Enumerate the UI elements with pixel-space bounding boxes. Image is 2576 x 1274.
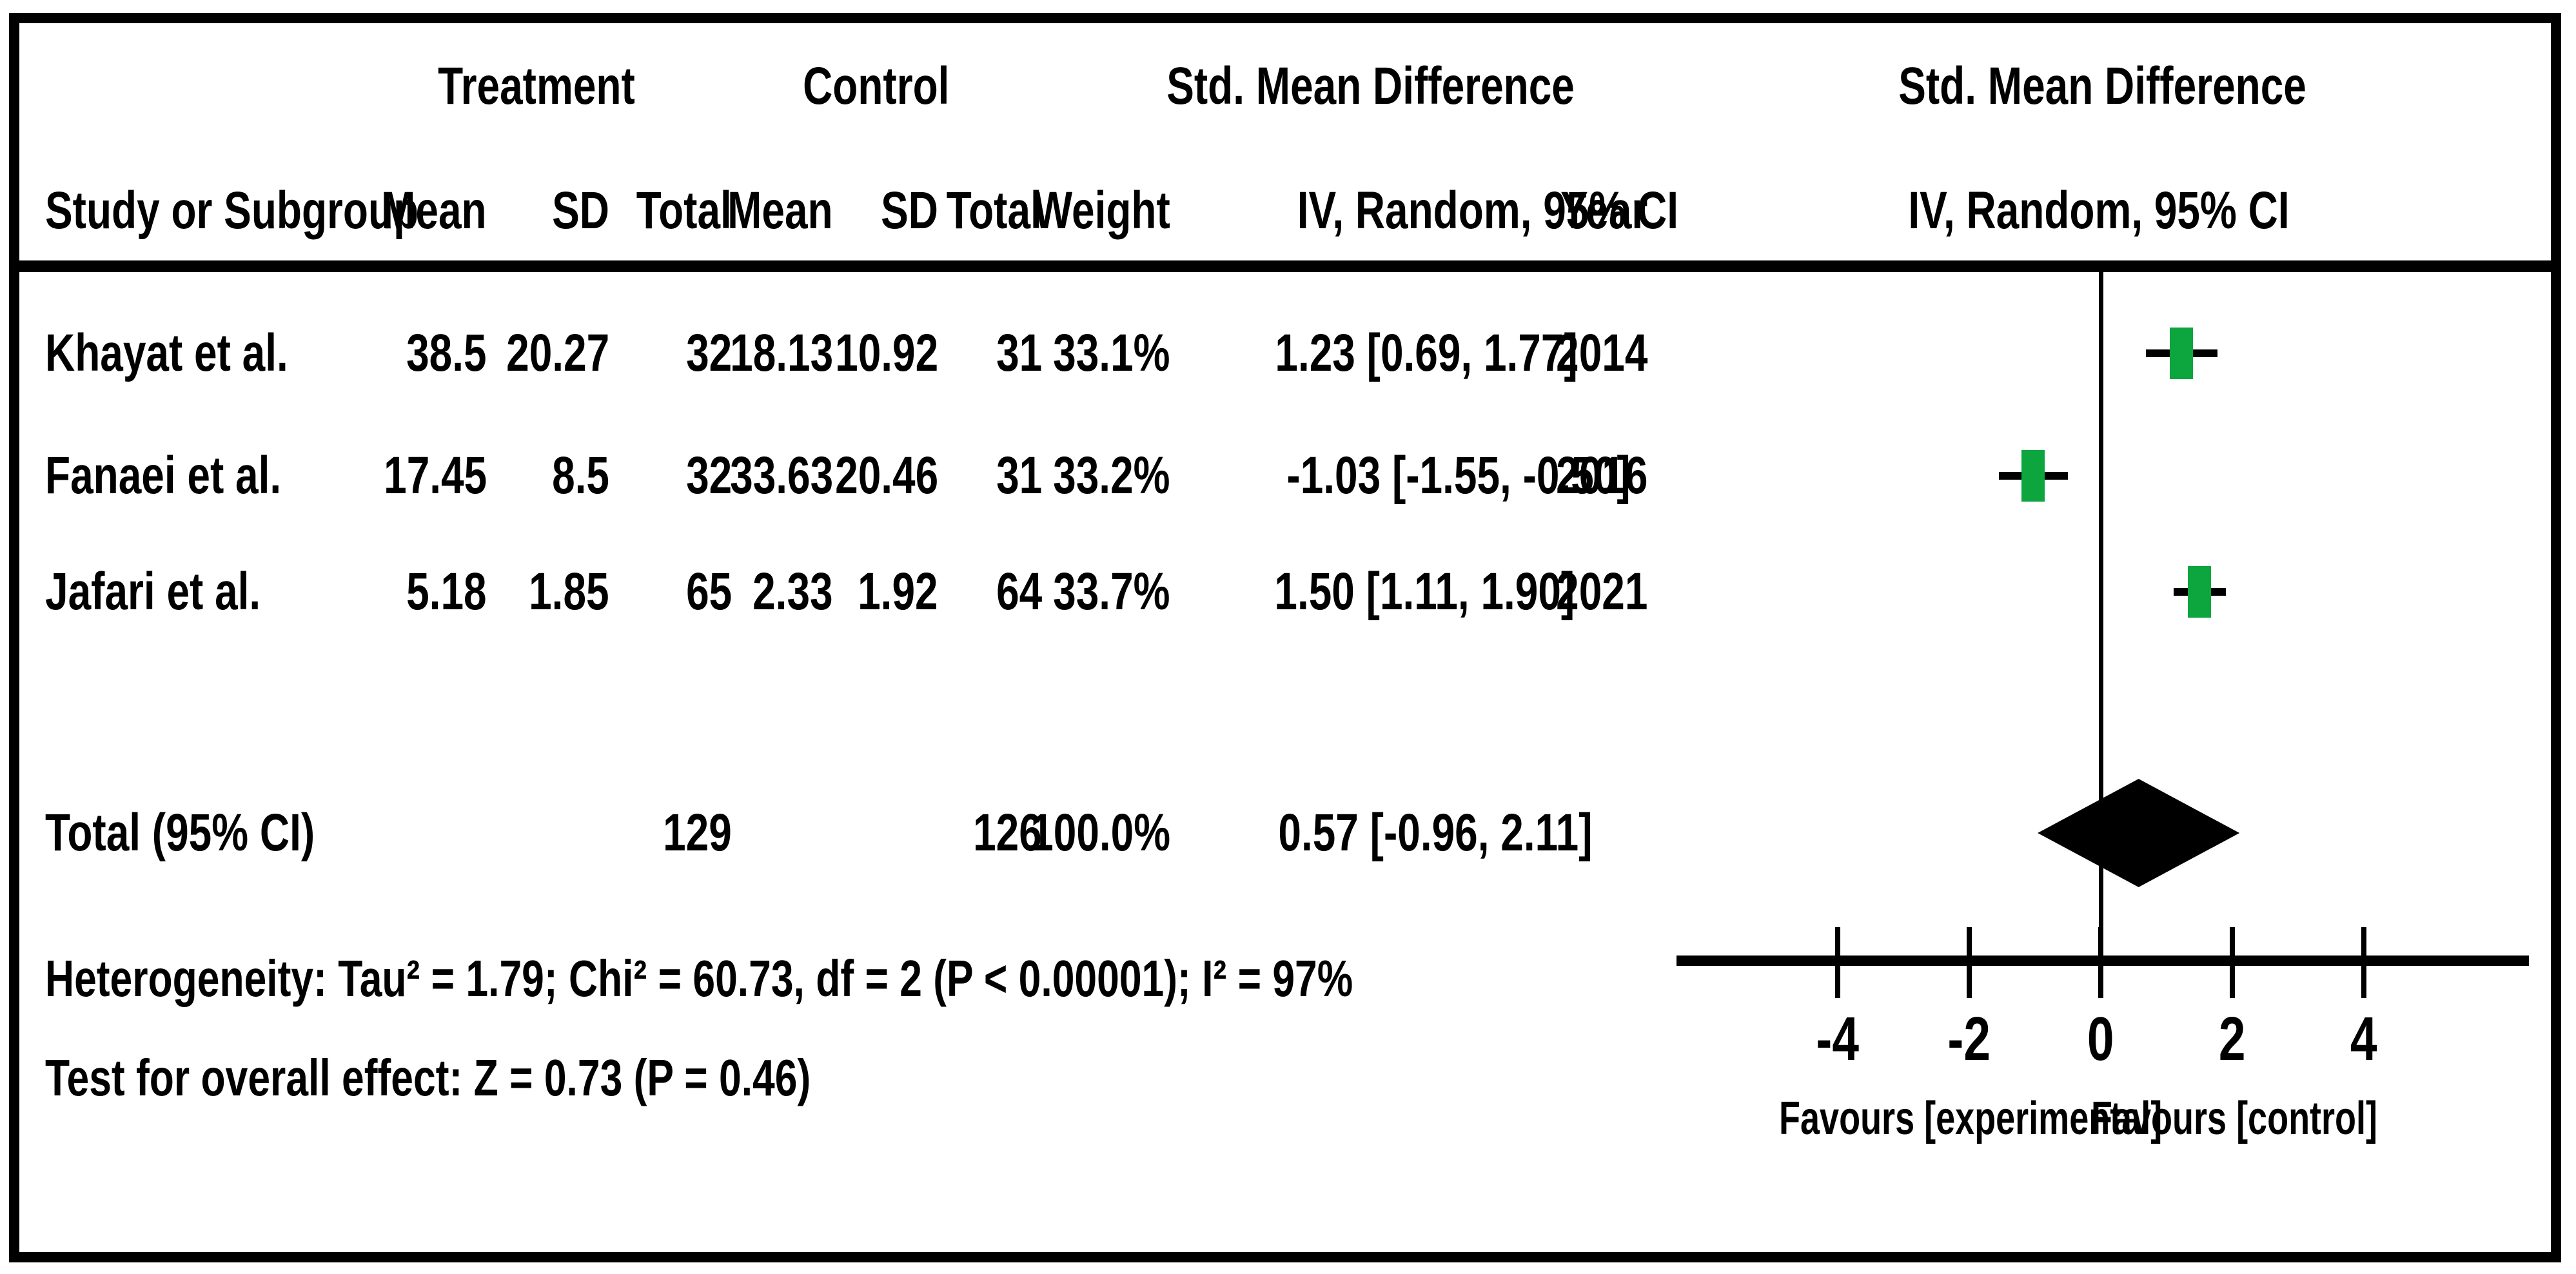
weight-header: Weight [1033,181,1170,240]
axis-tick [2098,927,2103,998]
axis-tick-label: 2 [2219,1004,2246,1073]
total-weight: 100.0% [1030,803,1170,862]
year-value: 2014 [1555,324,1647,382]
weight-value: 33.2% [1053,446,1170,505]
total-ci-value: 0.57 [-0.96, 2.11] [1278,803,1593,862]
axis-tick-label: 4 [2350,1004,2377,1073]
weight-value: 33.7% [1053,562,1170,621]
smd-column-group-header: Std. Mean Difference [1166,57,1575,115]
control-mean: 18.13 [729,324,833,382]
header-divider-line [9,260,2561,272]
control-mean-header: Mean [727,181,833,240]
treatment-total: 32 [685,324,732,382]
control-sd-header: SD [881,181,938,240]
control-total: 64 [996,562,1042,621]
favours-experimental-label: Favours [experimental] [1779,1093,2163,1144]
study-row: Jafari et al. 5.18 1.85 65 2.33 1.92 64 … [0,556,2576,627]
control-mean: 33.63 [729,446,833,505]
weight-value: 33.1% [1053,324,1170,382]
control-mean: 2.33 [752,562,833,621]
axis-tick [2361,927,2366,998]
effect-marker [2170,328,2194,379]
study-row: Khayat et al. 38.5 20.27 32 18.13 10.92 … [0,318,2576,389]
year-value: 2016 [1555,446,1647,505]
year-value: 2021 [1555,562,1647,621]
control-group-header: Control [803,57,950,115]
smd-plot-group-header: Std. Mean Difference [1898,57,2306,115]
ci-column-header: IV, Random, 95% CI [1297,181,1678,240]
study-column-header: Study or Subgroup [45,181,419,240]
treatment-sd-header: SD [552,181,609,240]
treatment-total: 65 [685,562,732,621]
axis-tick-label: -2 [1947,1004,1991,1073]
total-row: Total (95% CI) 129 126 100.0% 0.57 [-0.9… [0,798,2576,868]
axis-tick [2230,927,2235,998]
control-total-header: Total [946,181,1042,240]
treatment-mean: 5.18 [406,562,487,621]
control-sd: 1.92 [858,562,938,621]
control-sd: 20.46 [834,446,938,505]
ci-value: -1.03 [-1.55, -0.50] [1286,446,1631,505]
ci-value: 1.23 [0.69, 1.77] [1275,324,1578,382]
ci-value: 1.50 [1.11, 1.90] [1274,562,1575,621]
study-name: Khayat et al. [45,324,288,382]
treatment-sd: 1.85 [529,562,609,621]
treatment-total-header: Total [636,181,732,240]
control-total: 31 [996,324,1042,382]
control-sd: 10.92 [834,324,938,382]
year-header: Year [1560,181,1647,240]
column-header-row: Study or Subgroup Mean SD Total Mean SD … [0,175,2576,246]
study-name: Jafari et al. [45,562,261,621]
treatment-sd: 8.5 [552,446,609,505]
overall-effect-stats: Test for overall effect: Z = 0.73 (P = 0… [45,1049,811,1106]
study-row: Fanaei et al. 17.45 8.5 32 33.63 20.46 3… [0,440,2576,511]
study-name: Fanaei et al. [45,446,282,505]
control-total: 31 [996,446,1042,505]
total-control-n: 126 [973,803,1042,862]
heterogeneity-stats: Heterogeneity: Tau² = 1.79; Chi² = 60.73… [45,950,1353,1007]
axis-tick [1835,927,1840,998]
effect-marker [2188,566,2211,618]
ci-plot-header: IV, Random, 95% CI [1908,181,2290,240]
favours-control-label: Favours [control] [2090,1093,2378,1144]
treatment-sd: 20.27 [506,324,609,382]
treatment-group-header: Treatment [438,57,635,115]
axis-tick-label: -4 [1816,1004,1860,1073]
total-label: Total (95% CI) [45,803,315,862]
effect-marker [2021,450,2045,502]
axis-tick [1967,927,1972,998]
treatment-mean: 17.45 [383,446,487,505]
figure-border [9,13,2561,1262]
treatment-total: 32 [685,446,732,505]
treatment-mean-header: Mean [381,181,487,240]
zero-reference-line [2099,272,2103,956]
axis-tick-label: 0 [2087,1004,2114,1073]
treatment-mean: 38.5 [406,324,487,382]
total-treatment-n: 129 [663,803,732,862]
group-header-row: Treatment Control Std. Mean Difference S… [0,51,2576,122]
